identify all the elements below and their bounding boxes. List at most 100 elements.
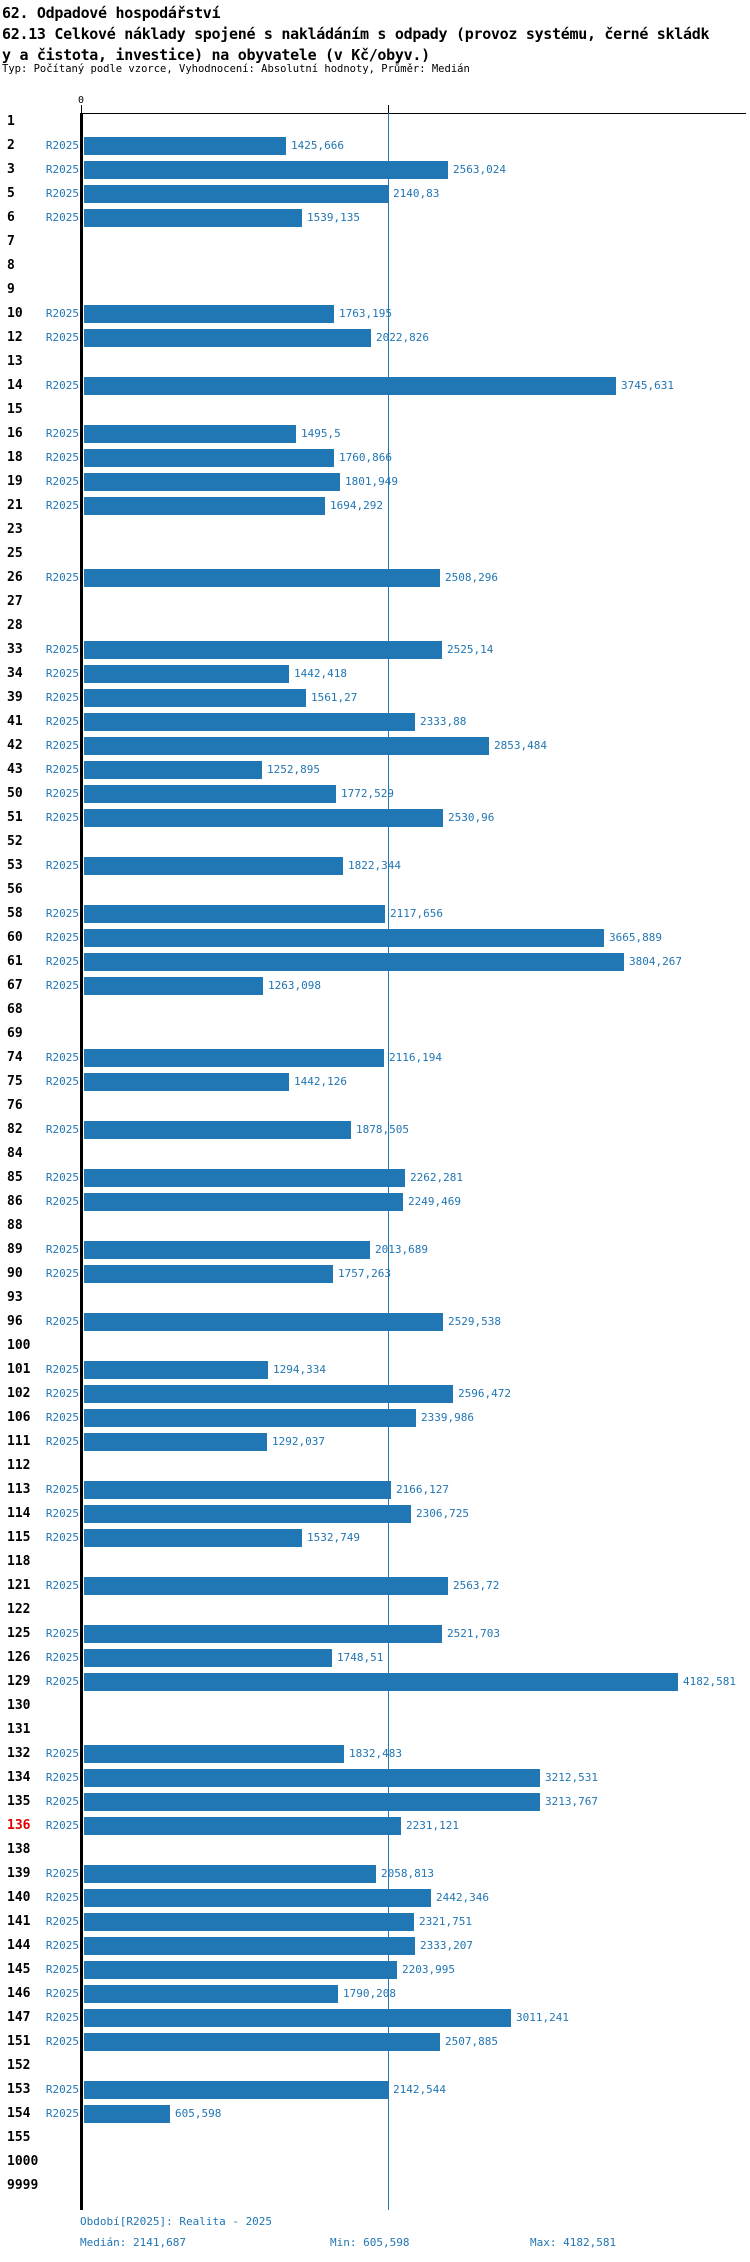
series-label: R2025	[45, 1891, 79, 1904]
row-id-label: 28	[7, 618, 23, 633]
value-label: 1442,418	[294, 667, 347, 680]
row-id-label: 140	[7, 1890, 31, 1905]
row-id-label: 101	[7, 1362, 31, 1377]
series-label: R2025	[45, 1195, 79, 1208]
value-label: 3745,631	[621, 379, 674, 392]
value-label: 2339,986	[421, 1411, 474, 1424]
value-label: 2116,194	[389, 1051, 442, 1064]
value-bar	[84, 1673, 678, 1691]
series-label: R2025	[45, 2011, 79, 2024]
row-id-label: 144	[7, 1938, 31, 1953]
series-label: R2025	[45, 1243, 79, 1256]
row-id-label: 2	[7, 138, 15, 153]
axis-vertical-line	[80, 113, 83, 2210]
value-label: 1757,263	[338, 1267, 391, 1280]
series-label: R2025	[45, 1795, 79, 1808]
chart-row: 34 R2025 1442,418	[0, 662, 750, 686]
value-label: 2142,544	[393, 2083, 446, 2096]
value-bar	[84, 1985, 338, 2003]
value-label: 4182,581	[683, 1675, 736, 1688]
row-id-label: 147	[7, 2010, 31, 2025]
value-bar	[84, 185, 388, 203]
value-label: 1442,126	[294, 1075, 347, 1088]
series-label: R2025	[45, 211, 79, 224]
axis-tick-zero	[81, 105, 82, 114]
value-bar	[84, 1385, 453, 1403]
chart-row: 111 R2025 1292,037	[0, 1430, 750, 1454]
chart-row: 56	[0, 878, 750, 902]
value-label: 3665,889	[609, 931, 662, 944]
row-id-label: 96	[7, 1314, 23, 1329]
row-id-label: 130	[7, 1698, 31, 1713]
chart-row: 147 R2025 3011,241	[0, 2006, 750, 2030]
value-label: 1425,666	[291, 139, 344, 152]
series-label: R2025	[45, 1939, 79, 1952]
chart-row: 53 R2025 1822,344	[0, 854, 750, 878]
value-bar	[84, 209, 302, 227]
row-id-label: 9999	[7, 2178, 39, 2193]
row-id-label: 68	[7, 1002, 23, 1017]
chart-meta-info: Typ: Počítaný podle vzorce, Vyhodnocení:…	[2, 63, 470, 75]
series-label: R2025	[45, 499, 79, 512]
row-id-label: 154	[7, 2106, 31, 2121]
chart-row: 84	[0, 1142, 750, 1166]
row-id-label: 23	[7, 522, 23, 537]
series-label: R2025	[45, 1987, 79, 2000]
value-label: 2507,885	[445, 2035, 498, 2048]
value-label: 2521,703	[447, 1627, 500, 1640]
row-id-label: 118	[7, 1554, 31, 1569]
chart-row: 112	[0, 1454, 750, 1478]
value-label: 2231,121	[406, 1819, 459, 1832]
row-id-label: 139	[7, 1866, 31, 1881]
row-id-label: 18	[7, 450, 23, 465]
value-bar	[84, 1769, 540, 1787]
chart-row: 132 R2025 1832,483	[0, 1742, 750, 1766]
chart-row: 6 R2025 1539,135	[0, 206, 750, 230]
series-label: R2025	[45, 811, 79, 824]
row-id-label: 7	[7, 234, 15, 249]
value-label: 2013,689	[375, 1243, 428, 1256]
row-id-label: 34	[7, 666, 23, 681]
series-label: R2025	[45, 1363, 79, 1376]
row-id-label: 115	[7, 1530, 31, 1545]
row-id-label: 75	[7, 1074, 23, 1089]
value-bar	[84, 1073, 289, 1091]
series-label: R2025	[45, 1315, 79, 1328]
row-id-label: 86	[7, 1194, 23, 1209]
chart-row: 23	[0, 518, 750, 542]
row-id-label: 52	[7, 834, 23, 849]
chart-row: 90 R2025 1757,263	[0, 1262, 750, 1286]
row-id-label: 82	[7, 1122, 23, 1137]
row-id-label: 39	[7, 690, 23, 705]
chart-row: 52	[0, 830, 750, 854]
value-bar	[84, 2009, 511, 2027]
value-bar	[84, 1865, 376, 1883]
value-bar	[84, 2033, 440, 2051]
row-id-label: 93	[7, 1290, 23, 1305]
value-bar	[84, 641, 442, 659]
chart-row: 141 R2025 2321,751	[0, 1910, 750, 1934]
chart-row: 144 R2025 2333,207	[0, 1934, 750, 1958]
row-id-label: 134	[7, 1770, 31, 1785]
value-bar	[84, 473, 340, 491]
series-label: R2025	[45, 307, 79, 320]
row-id-label: 1000	[7, 2154, 39, 2169]
series-label: R2025	[45, 2083, 79, 2096]
value-bar	[84, 1505, 411, 1523]
series-label: R2025	[45, 1579, 79, 1592]
chart-row: 96 R2025 2529,538	[0, 1310, 750, 1334]
value-bar	[84, 737, 489, 755]
chart-row: 2 R2025 1425,666	[0, 134, 750, 158]
chart-row: 146 R2025 1790,208	[0, 1982, 750, 2006]
value-bar	[84, 497, 325, 515]
value-label: 2563,024	[453, 163, 506, 176]
chart-row: 42 R2025 2853,484	[0, 734, 750, 758]
series-label: R2025	[45, 1651, 79, 1664]
series-label: R2025	[45, 571, 79, 584]
series-label: R2025	[45, 787, 79, 800]
chart-row: 67 R2025 1263,098	[0, 974, 750, 998]
series-label: R2025	[45, 2035, 79, 2048]
value-bar	[84, 1577, 448, 1595]
row-id-label: 26	[7, 570, 23, 585]
value-label: 2058,813	[381, 1867, 434, 1880]
